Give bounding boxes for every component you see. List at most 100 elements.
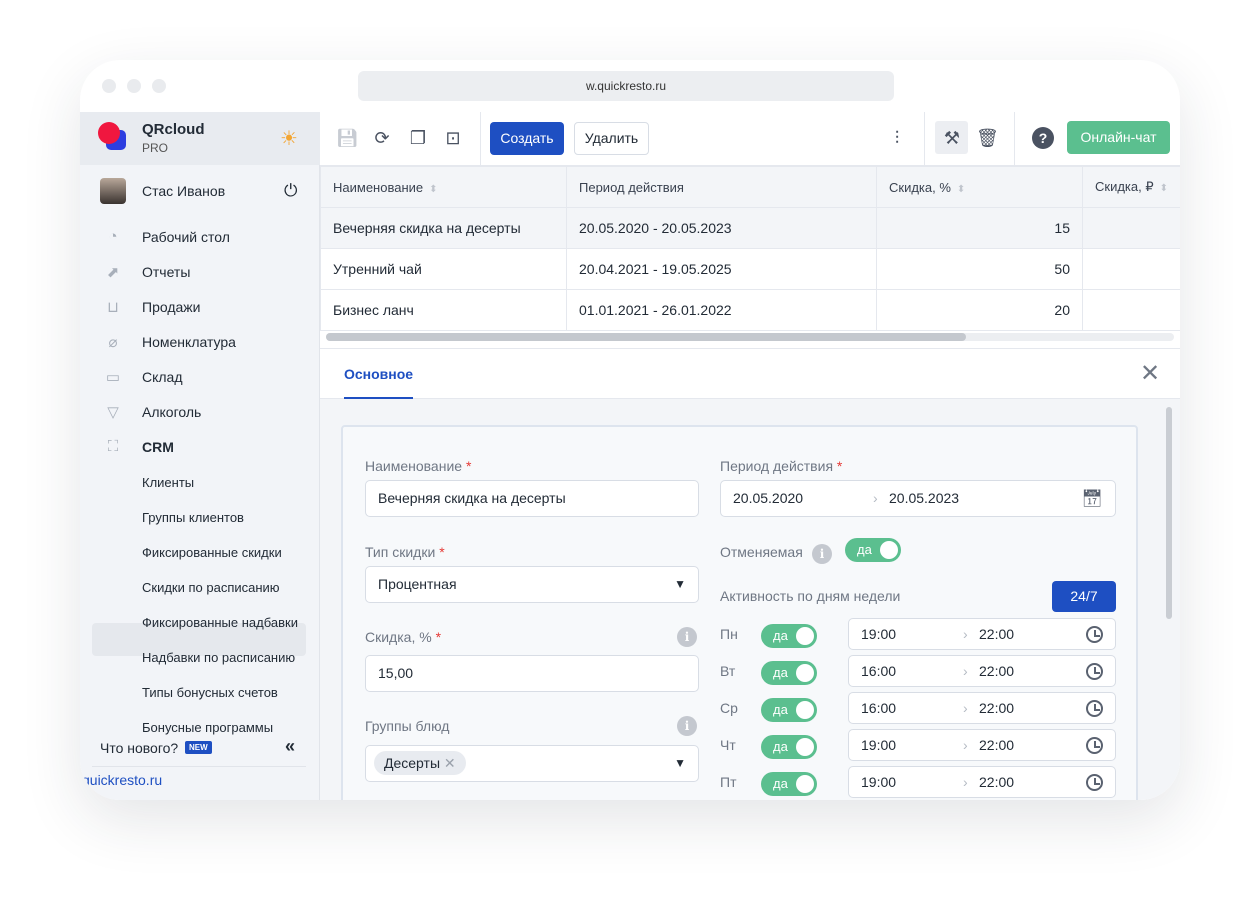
chip-desserts: Десерты ✕ xyxy=(374,751,466,775)
delete-button[interactable]: Удалить xyxy=(574,122,649,155)
tools-icon[interactable]: ⚒ xyxy=(943,128,961,148)
col-discount-rub[interactable]: Скидка, ₽ ⬍ xyxy=(1082,166,1180,208)
user-name[interactable]: Стас Иванов xyxy=(142,183,226,199)
form-card: Наименование * Вечерняя скидка на десерт… xyxy=(341,425,1138,800)
divider xyxy=(1014,112,1015,166)
col-period[interactable]: Период действия xyxy=(566,166,877,208)
sidebar-item[interactable]: Отчеты xyxy=(142,264,191,280)
table-row[interactable]: Утренний чай 20.04.2021 - 19.05.2025 50 xyxy=(320,248,1180,290)
info-icon[interactable]: i xyxy=(677,627,697,647)
discount-type-select[interactable]: Процентная ▼ xyxy=(365,566,699,603)
sidebar-item[interactable]: Номенклатура xyxy=(142,334,236,350)
clock-icon[interactable] xyxy=(1086,737,1103,754)
divider xyxy=(924,112,925,166)
day-label: Вт xyxy=(720,663,736,679)
trash-icon[interactable]: 🗑︎ xyxy=(976,128,999,148)
create-button[interactable]: Создать xyxy=(490,122,564,155)
avatar[interactable] xyxy=(100,178,126,204)
sidebar-subitem[interactable]: Типы бонусных счетов xyxy=(142,685,278,700)
day-toggle[interactable]: да xyxy=(761,735,817,759)
plan-label: PRO xyxy=(142,141,169,155)
cocktail-icon: ▽ xyxy=(107,404,119,421)
sidebar-item[interactable]: Продажи xyxy=(142,299,201,315)
online-chat-button[interactable]: Онлайн-чат xyxy=(1067,121,1170,154)
hierarchy-icon: ⛶ xyxy=(107,438,119,455)
info-icon[interactable]: i xyxy=(812,544,832,564)
cell-percent: 20 xyxy=(876,289,1083,331)
tab-bar: Основное ✕ xyxy=(320,349,1180,399)
clock-icon[interactable] xyxy=(1086,663,1103,680)
window-close-dot[interactable] xyxy=(102,79,116,93)
power-icon[interactable]: ⏻ xyxy=(284,181,298,200)
theme-toggle-icon[interactable]: ☀ xyxy=(280,128,298,150)
sidebar-item[interactable]: CRM xyxy=(142,439,174,455)
sidebar-subitem[interactable]: Фиксированные надбавки xyxy=(142,615,298,630)
clock-icon[interactable] xyxy=(1086,626,1103,643)
whats-new-link[interactable]: Что нового? xyxy=(100,740,179,756)
day-time-range[interactable]: 19:00 › 22:00 xyxy=(848,618,1116,650)
col-name[interactable]: Наименование ⬍ xyxy=(320,166,567,208)
day-label: Пн xyxy=(720,626,738,642)
quickresto-link[interactable]: quickresto.ru xyxy=(82,772,163,788)
period-label: Период действия * xyxy=(720,458,843,474)
period-input[interactable]: 20.05.2020 › 20.05.2023 📅︎ xyxy=(720,480,1116,517)
sidebar-item[interactable]: Рабочий стол xyxy=(142,229,230,245)
collapse-sidebar-icon[interactable]: « xyxy=(285,736,296,756)
day-time-range[interactable]: 16:00 › 22:00 xyxy=(848,655,1116,687)
discount-input[interactable]: 15,00 xyxy=(365,655,699,692)
sidebar-subitem[interactable]: Группы клиентов xyxy=(142,510,244,525)
table-row[interactable]: Бизнес ланч 01.01.2021 - 26.01.2022 20 xyxy=(320,289,1180,331)
sidebar-subitem[interactable]: Надбавки по расписанию xyxy=(142,650,296,665)
cell-name: Вечерняя скидка на десерты xyxy=(320,207,567,249)
calendar-icon[interactable]: 📅︎ xyxy=(1081,489,1103,508)
copy-icon[interactable]: ❐ xyxy=(409,128,427,148)
col-discount-percent[interactable]: Скидка, % ⬍ xyxy=(876,166,1083,208)
day-toggle[interactable]: да xyxy=(761,624,817,648)
groups-label: Группы блюд xyxy=(365,718,450,734)
tab-main[interactable]: Основное xyxy=(344,366,414,399)
cell-period: 20.04.2021 - 19.05.2025 xyxy=(566,248,877,290)
window-minimize-dot[interactable] xyxy=(127,79,141,93)
clock-icon[interactable] xyxy=(1086,700,1103,717)
filter-sliders-icon[interactable]: ⫶ xyxy=(894,128,900,148)
info-icon[interactable]: i xyxy=(677,716,697,736)
day-toggle[interactable]: да xyxy=(761,698,817,722)
name-input[interactable]: Вечерняя скидка на десерты xyxy=(365,480,699,517)
help-icon[interactable]: ? xyxy=(1032,127,1054,149)
dish-groups-select[interactable]: Десерты ✕ ▼ xyxy=(365,745,699,782)
dropdown-arrow-icon: ▼ xyxy=(674,577,686,591)
cancelable-toggle[interactable]: да xyxy=(845,538,901,562)
chip-remove-icon[interactable]: ✕ xyxy=(443,755,456,771)
day-toggle[interactable]: да xyxy=(761,772,817,796)
day-toggle[interactable]: да xyxy=(761,661,817,685)
brand-header: QRcloud PRO ☀ xyxy=(80,112,320,165)
day-time-range[interactable]: 19:00 › 22:00 xyxy=(848,729,1116,761)
logo-icon xyxy=(98,122,128,152)
sidebar-item[interactable]: Алкоголь xyxy=(142,404,202,420)
sidebar-item[interactable]: Склад xyxy=(142,369,183,385)
cell-rub xyxy=(1082,207,1180,249)
day-time-range[interactable]: 19:00 › 22:00 xyxy=(848,766,1116,798)
vertical-scrollbar[interactable] xyxy=(1166,407,1172,619)
day-time-range[interactable]: 16:00 › 22:00 xyxy=(848,692,1116,724)
save-icon[interactable]: 💾︎ xyxy=(336,128,359,148)
period-to: 20.05.2023 xyxy=(889,490,960,506)
tools-active-bg xyxy=(935,121,968,154)
horizontal-scrollbar[interactable] xyxy=(326,333,1174,341)
table-row[interactable]: Вечерняя скидка на десерты 20.05.2020 - 2… xyxy=(320,207,1180,249)
refresh-icon[interactable]: ⟳ xyxy=(374,128,390,148)
clock-icon[interactable] xyxy=(1086,774,1103,791)
btn-24-7[interactable]: 24/7 xyxy=(1052,581,1116,612)
sidebar-subitem[interactable]: Клиенты xyxy=(142,475,195,490)
address-bar[interactable]: w.quickresto.ru xyxy=(358,71,894,101)
window-maximize-dot[interactable] xyxy=(152,79,166,93)
cell-name: Бизнес ланч xyxy=(320,289,567,331)
sidebar-subitem[interactable]: Бонусные программы xyxy=(142,720,274,735)
close-icon[interactable]: ✕ xyxy=(1140,360,1161,387)
cell-rub xyxy=(1082,289,1180,331)
sidebar-subitem[interactable]: Скидки по расписанию xyxy=(142,580,280,595)
chart-icon: ⬈ xyxy=(106,264,120,281)
sidebar-subitem[interactable]: Фиксированные скидки xyxy=(142,545,282,560)
cancelable-label: Отменяемая xyxy=(720,544,803,560)
inbox-icon[interactable]: ⊡ xyxy=(445,128,461,148)
